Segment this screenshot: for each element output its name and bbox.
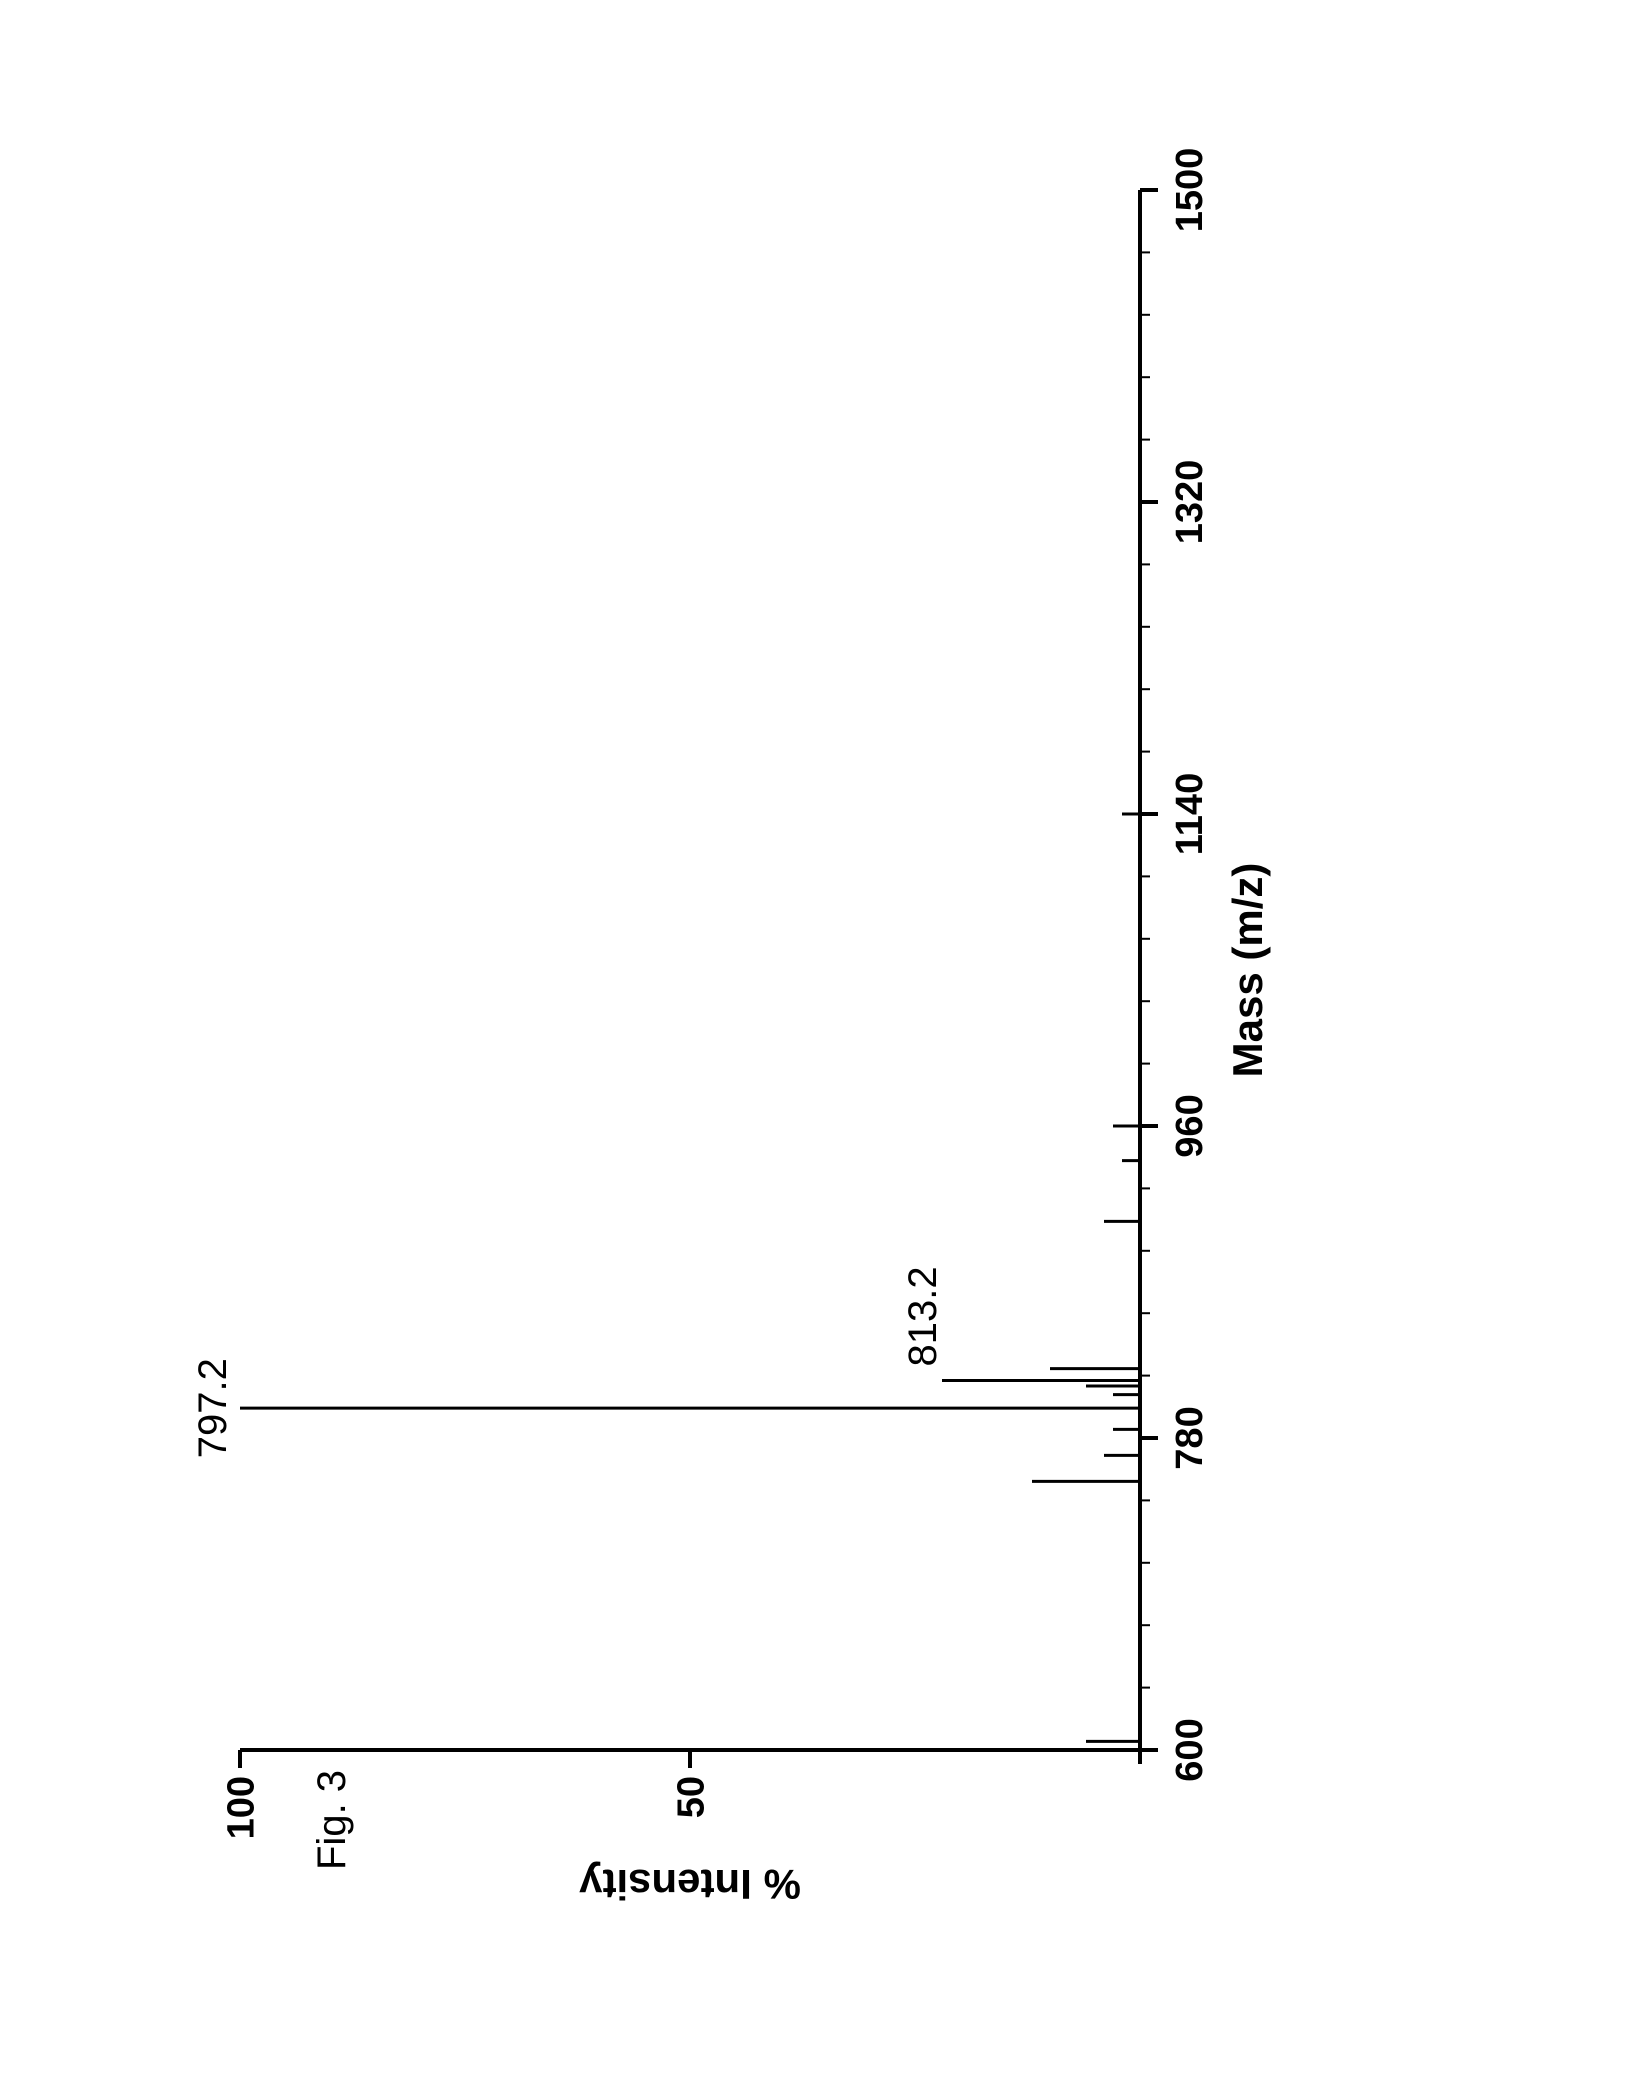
x-tick-label: 600 (1169, 1718, 1211, 1781)
x-tick-label: 960 (1169, 1094, 1211, 1157)
page: 600 780 960 1140 1320 1500 Mass (m/z) 50 100 % In… (0, 0, 1632, 2091)
peak-label: 813.2 (901, 1266, 945, 1366)
y-axis-label: % Intensity (579, 1861, 801, 1908)
figure-caption: Fig. 3 (310, 1770, 355, 1870)
x-tick-label: 1140 (1169, 773, 1211, 855)
peak-label: 797.2 (191, 1358, 235, 1458)
plot-background (180, 90, 1370, 1950)
spectrum-svg: 600 780 960 1140 1320 1500 Mass (m/z) 50 100 % In… (180, 90, 1370, 1950)
x-axis-label: Mass (m/z) (1224, 863, 1271, 1078)
y-tick-label: 100 (220, 1776, 262, 1839)
y-tick-label: 50 (670, 1776, 712, 1818)
x-tick-label: 1320 (1169, 460, 1211, 545)
x-tick-label: 780 (1169, 1406, 1211, 1469)
x-tick-label: 1500 (1169, 148, 1211, 233)
mass-spectrum-chart: 600 780 960 1140 1320 1500 Mass (m/z) 50 100 % In… (180, 90, 1375, 1950)
